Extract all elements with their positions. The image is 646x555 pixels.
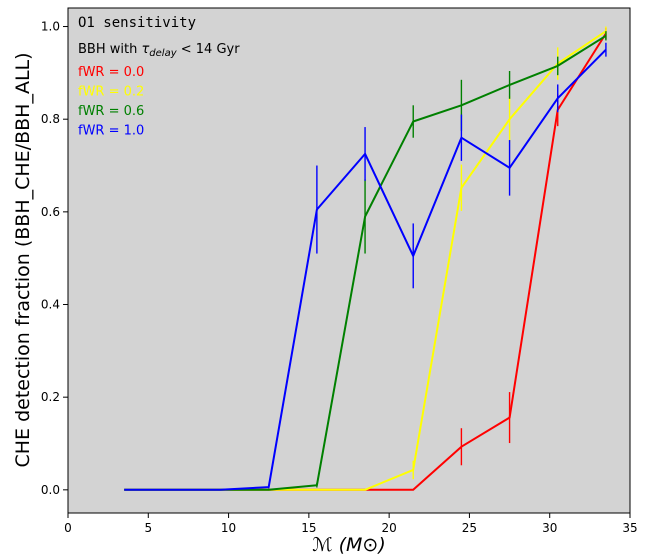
x-tick-label: 0 xyxy=(64,521,72,535)
plot-background xyxy=(68,8,630,513)
x-tick-label: 30 xyxy=(542,521,557,535)
y-tick-label: 0.0 xyxy=(41,483,60,497)
legend-entry: fWR = 0.2 xyxy=(78,85,144,100)
series-group xyxy=(124,42,607,491)
annotation-delay: BBH with τdelay < 14 Gyr xyxy=(78,42,240,59)
legend-entry: fWR = 1.0 xyxy=(78,124,144,139)
x-tick-label: 5 xyxy=(144,521,152,535)
y-tick-label: 0.8 xyxy=(41,112,60,126)
annotation-delay-prefix: BBH with xyxy=(78,42,141,57)
x-tick-label: 20 xyxy=(382,521,397,535)
x-axis: 0 5 10 15 20 25 30 35 xyxy=(64,513,638,535)
x-tick-label: 15 xyxy=(301,521,316,535)
series-layer xyxy=(124,26,607,491)
legend: fWR = 0.0 fWR = 0.2 fWR = 0.6 fWR = 1.0 xyxy=(78,65,144,139)
x-tick-label: 25 xyxy=(462,521,477,535)
plot-frame xyxy=(67,7,631,514)
y-tick-label: 0.2 xyxy=(41,390,60,404)
y-axis-label: CHE detection fraction (BBH_CHE/BBH_ALL) xyxy=(12,52,34,467)
x-tick-label: 10 xyxy=(221,521,236,535)
y-tick-label: 1.0 xyxy=(41,20,60,34)
x-axis-label-text: ℳ (M⊙) xyxy=(312,534,386,555)
annotation-sensitivity: O1 sensitivity xyxy=(78,15,196,31)
x-tick-label: 35 xyxy=(622,521,637,535)
legend-entry: fWR = 0.6 xyxy=(78,104,144,119)
annotation-delay-symbol: τ xyxy=(141,42,149,57)
annotation-delay-sub: delay xyxy=(149,48,177,59)
y-tick-label: 0.4 xyxy=(41,298,60,312)
x-axis-label: ℳ (M⊙) xyxy=(312,534,386,555)
y-tick-label: 0.6 xyxy=(41,205,60,219)
legend-entry: fWR = 0.0 xyxy=(78,65,144,80)
annotation-delay-suffix: < 14 Gyr xyxy=(177,42,241,57)
y-axis: 0.0 0.2 0.4 0.6 0.8 1.0 xyxy=(41,20,68,497)
